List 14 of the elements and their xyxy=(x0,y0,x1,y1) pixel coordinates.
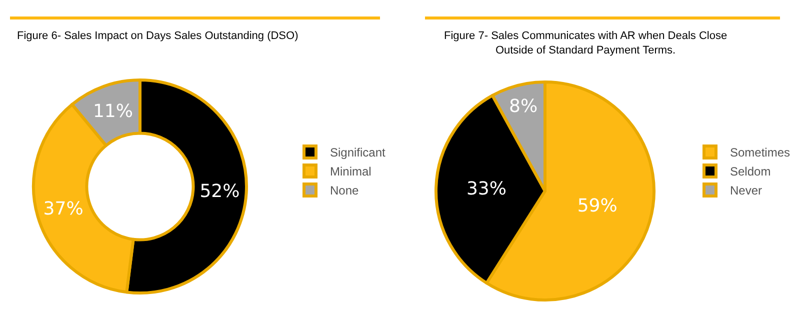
legend-label: Minimal xyxy=(330,164,372,179)
data-label: 8% xyxy=(509,96,538,117)
data-label: 52% xyxy=(200,181,240,202)
data-label: 37% xyxy=(43,198,84,220)
legend-label: Never xyxy=(730,184,762,198)
data-label: 33% xyxy=(466,178,506,200)
legend-label: None xyxy=(330,184,360,198)
legend-label: Significant xyxy=(330,146,386,160)
legend-label: Seldom xyxy=(730,164,771,179)
chart-title: Figure 6- Sales Impact on Days Sales Outstanding (DSO) xyxy=(17,30,298,42)
data-label: 11% xyxy=(92,100,133,122)
legend-label: Sometimes xyxy=(730,146,790,160)
chart-title: Figure 7- Sales Communicates with AR when Deals Close Outside of Standard Payment Terms. xyxy=(444,30,728,56)
data-label: 59% xyxy=(577,196,618,217)
